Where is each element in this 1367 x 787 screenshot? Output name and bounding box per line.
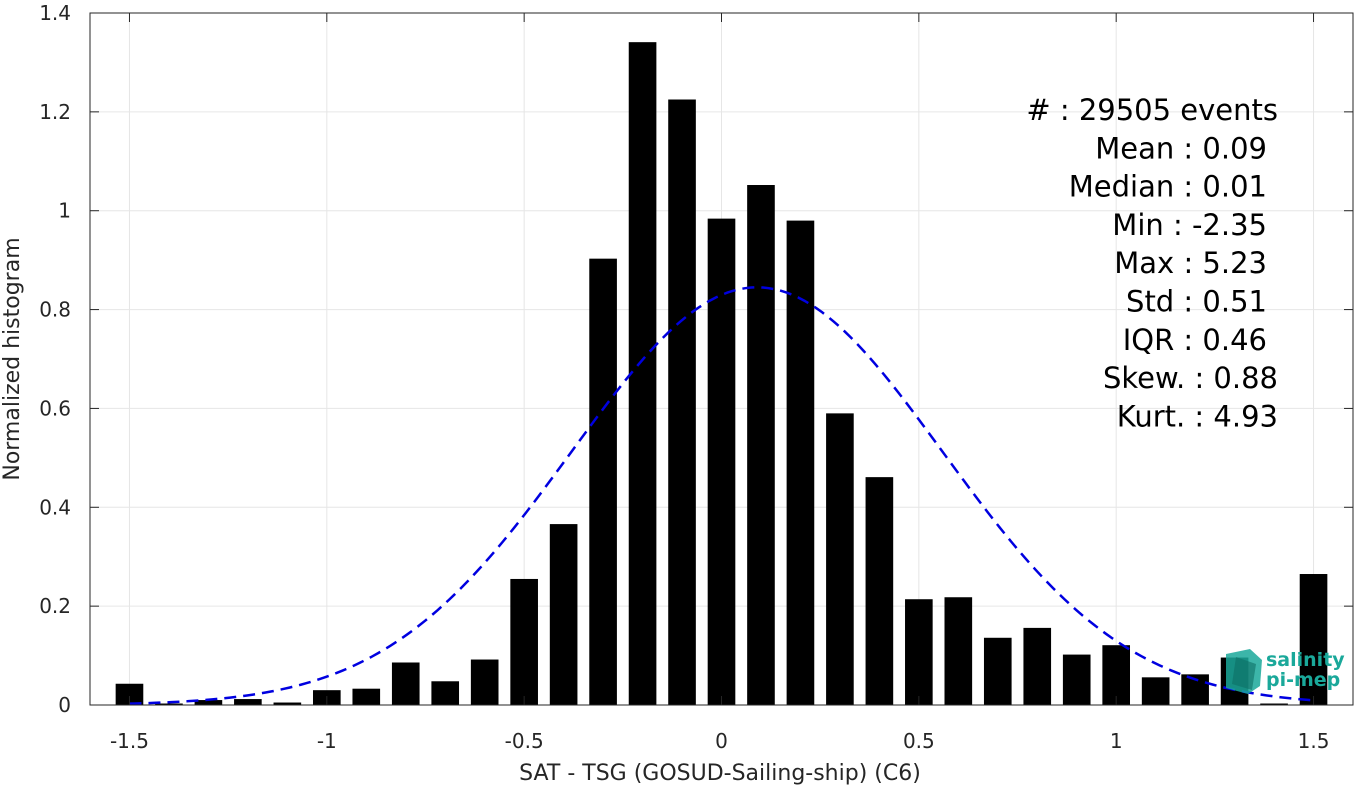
histogram-bar: [234, 699, 262, 705]
histogram-bar: [1299, 574, 1328, 705]
x-tick-label: 1.5: [1298, 729, 1330, 753]
y-tick-label: 1.2: [39, 100, 71, 124]
x-tick-label: 0.5: [903, 729, 935, 753]
histogram-bar: [865, 477, 894, 705]
x-tick-label: -0.5: [505, 729, 544, 753]
histogram-bar: [352, 688, 381, 705]
x-tick-label: 0: [715, 729, 728, 753]
y-tick-label: 0.6: [39, 396, 71, 420]
statistic-line: Kurt. : 4.93: [1117, 399, 1278, 433]
grid-lines: [90, 12, 1353, 706]
x-tick-label: -1.5: [110, 729, 149, 753]
salinity-pimep-logo: salinity pi-mep: [1226, 649, 1345, 694]
y-tick-label: 0.8: [39, 298, 71, 322]
histogram-bar: [1023, 627, 1052, 705]
x-tick-labels: -1.5 -1 -0.5 0 0.5 1 1.5: [110, 729, 1329, 753]
histogram-bar: [983, 637, 1012, 705]
y-tick-labels: 0 0.2 0.4 0.6 0.8 1 1.2 1.4: [39, 1, 71, 717]
histogram-bar: [273, 702, 302, 705]
statistic-line: Skew. : 0.88: [1103, 361, 1278, 395]
y-axis-label: Normalized histogram: [0, 237, 25, 480]
histogram-bar: [194, 700, 223, 705]
statistic-line: Mean : 0.09: [1095, 131, 1267, 165]
histogram-bar: [826, 413, 854, 705]
histogram-bar: [1102, 645, 1131, 705]
statistic-line: Min : -2.35: [1112, 208, 1267, 242]
histogram-bar: [470, 659, 499, 705]
statistic-line: Max : 5.23: [1114, 246, 1267, 280]
histogram-bar: [1141, 677, 1170, 705]
histogram-bar: [115, 683, 144, 705]
histogram-bar: [510, 578, 538, 705]
histogram-bar: [747, 185, 775, 706]
statistic-line: Median : 0.01: [1069, 170, 1267, 204]
y-tick-label: 1: [58, 199, 71, 223]
histogram-bar: [549, 524, 578, 705]
histogram-bar: [786, 220, 815, 705]
y-tick-label: 0: [58, 693, 71, 717]
x-axis-label: SAT - TSG (GOSUD-Sailing-ship) (C6): [519, 761, 921, 786]
normal-fit-curve: [129, 286, 1314, 705]
histogram-bar: [589, 258, 617, 705]
x-tick-label: -1: [317, 729, 337, 753]
histogram-bar: [391, 662, 420, 705]
histogram-bar: [155, 703, 183, 705]
logo-line2: pi-mep: [1266, 669, 1340, 691]
logo-line1: salinity: [1266, 649, 1345, 671]
histogram-bars: [115, 42, 1328, 706]
histogram-bar: [1062, 654, 1091, 705]
histogram-bar: [628, 42, 657, 706]
statistic-line: IQR : 0.46: [1123, 323, 1267, 357]
y-tick-label: 1.4: [39, 1, 71, 25]
axis-ticks: [90, 12, 1353, 706]
x-tick-label: 1: [1110, 729, 1123, 753]
statistic-line: Std : 0.51: [1126, 285, 1267, 319]
statistics-box: # : 29505 events Mean : 0.09 Median : 0.01…: [1026, 93, 1278, 433]
y-tick-label: 0.4: [39, 495, 71, 519]
histogram-bar: [668, 99, 696, 705]
histogram-bar: [905, 599, 933, 705]
y-tick-label: 0.2: [39, 594, 71, 618]
statistic-line: # : 29505 events: [1026, 93, 1278, 127]
histogram-bar: [1260, 703, 1288, 705]
histogram-bar: [944, 597, 973, 705]
histogram-bar: [431, 681, 460, 705]
